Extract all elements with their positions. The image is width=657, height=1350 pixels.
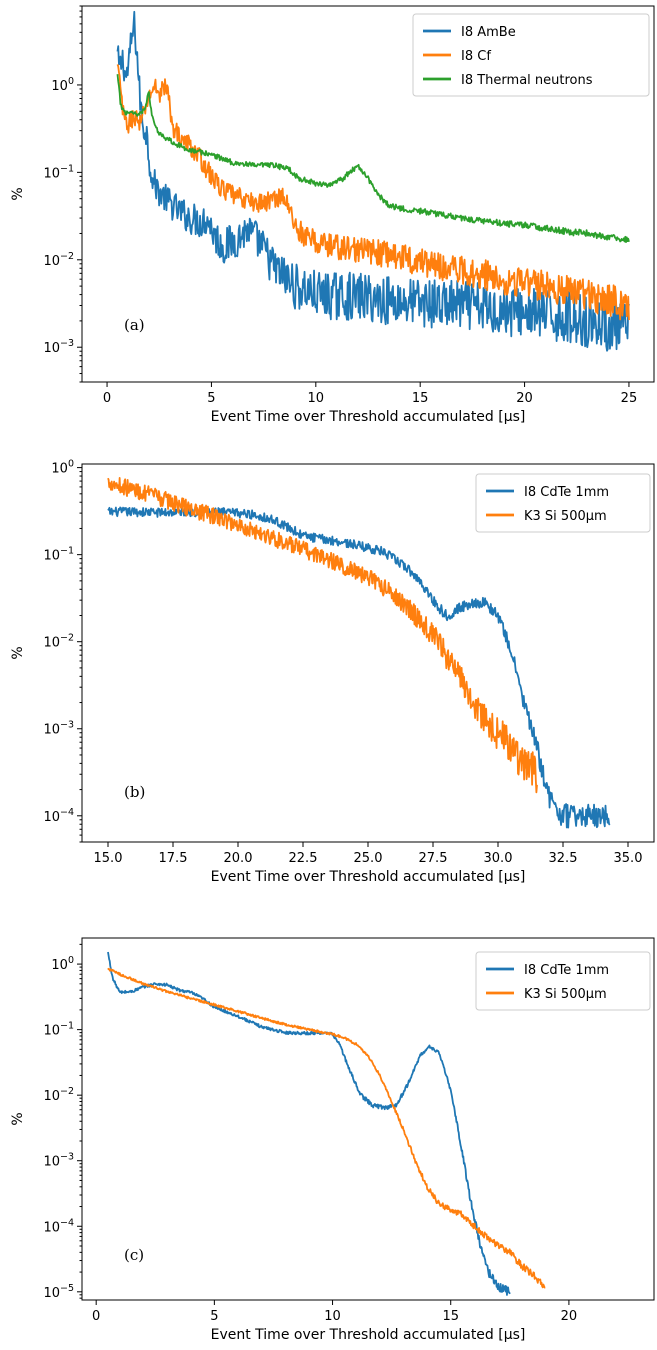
x-tick-label: 15 xyxy=(442,1309,459,1324)
chart-panel-1: 0 5 10 15 20 25 10−3 10−2 10−1 100 Event Time over… xyxy=(10,5,655,425)
x-tick-label: 20 xyxy=(561,1309,578,1324)
y-axis-label: % xyxy=(10,1112,26,1125)
panel-label: (b) xyxy=(124,783,145,801)
legend-box xyxy=(412,13,650,97)
y-tick-label: 10−5 xyxy=(43,1283,74,1301)
series-line-2 xyxy=(107,477,538,794)
legend: I8 AmBe I8 Cf I8 Thermal neutrons xyxy=(412,13,650,97)
x-tick-label: 0 xyxy=(103,391,111,406)
y-tick-label: 10−1 xyxy=(43,546,74,564)
x-tick-label: 27.5 xyxy=(419,851,448,866)
plot-area xyxy=(107,951,546,1296)
x-tick-label: 20 xyxy=(516,391,533,406)
y-tick-label: 10−2 xyxy=(43,1086,74,1104)
legend-entry: K3 Si 500μm xyxy=(524,987,607,1002)
x-tick-label: 17.5 xyxy=(159,851,188,866)
y-tick-label: 10−4 xyxy=(43,807,74,825)
x-tick-label: 20.0 xyxy=(224,851,253,866)
legend-box xyxy=(475,951,651,1011)
y-tick-label: 10−2 xyxy=(43,633,74,651)
x-tick-label: 5 xyxy=(210,1309,218,1324)
legend-entry: K3 Si 500μm xyxy=(524,509,607,524)
x-tick-label: 32.5 xyxy=(549,851,578,866)
x-tick-label: 10 xyxy=(324,1309,341,1324)
series-line-1 xyxy=(116,10,630,352)
legend: I8 CdTe 1mm K3 Si 500μm xyxy=(475,473,651,533)
y-tick-label: 10−3 xyxy=(43,720,74,738)
series-line-2 xyxy=(116,64,630,321)
y-tick-label: 10−4 xyxy=(43,1217,74,1235)
axes-frame xyxy=(81,5,655,383)
panel-label: (c) xyxy=(124,1246,144,1264)
y-tick-label: 10−1 xyxy=(43,163,74,181)
chart-panel-3: 0 5 10 15 20 10−5 10−4 10−3 10−2 10−1 100 Event Tim… xyxy=(10,937,655,1343)
x-tick-label: 10 xyxy=(308,391,325,406)
series-line-1 xyxy=(107,506,611,829)
x-tick-label: 30.0 xyxy=(484,851,513,866)
legend-entry: I8 AmBe xyxy=(461,25,516,40)
legend-entry: I8 CdTe 1mm xyxy=(524,485,609,500)
x-tick-label: 35.0 xyxy=(614,851,643,866)
plot-area xyxy=(107,477,611,829)
y-tick-label: 100 xyxy=(51,955,74,973)
series-line-1 xyxy=(107,951,511,1296)
legend-entry: I8 Thermal neutrons xyxy=(461,73,593,88)
y-axis-label: % xyxy=(10,187,26,200)
y-tick-label: 100 xyxy=(51,76,74,94)
series-line-3 xyxy=(116,74,630,243)
x-tick-label: 15.0 xyxy=(94,851,123,866)
x-axis-label: Event Time over Threshold accumulated [μ… xyxy=(211,409,526,425)
y-tick-label: 100 xyxy=(51,459,74,477)
x-axis-label: Event Time over Threshold accumulated [μ… xyxy=(211,869,526,885)
legend: I8 CdTe 1mm K3 Si 500μm xyxy=(475,951,651,1011)
panel-label: (a) xyxy=(124,316,145,334)
x-tick-label: 22.5 xyxy=(289,851,318,866)
x-tick-label: 0 xyxy=(92,1309,100,1324)
y-axis-label: % xyxy=(10,646,26,659)
x-axis-label: Event Time over Threshold accumulated [μ… xyxy=(211,1327,526,1343)
y-tick-label: 10−3 xyxy=(43,338,74,356)
chart-panel-2: 15.0 17.5 20.0 22.5 25.0 27.5 30.0 32.5 35.0 10−4… xyxy=(10,459,655,885)
x-tick-label: 15 xyxy=(412,391,429,406)
series-line-2 xyxy=(107,967,546,1289)
x-tick-label: 5 xyxy=(207,391,215,406)
legend-entry: I8 Cf xyxy=(461,49,491,64)
plot-area xyxy=(116,10,630,352)
axes-frame xyxy=(81,937,655,1301)
legend-box xyxy=(475,473,651,533)
x-tick-label: 25.0 xyxy=(354,851,383,866)
y-tick-label: 10−2 xyxy=(43,251,74,269)
y-tick-label: 10−1 xyxy=(43,1021,74,1039)
x-tick-label: 25 xyxy=(621,391,638,406)
y-tick-label: 10−3 xyxy=(43,1152,74,1170)
legend-entry: I8 CdTe 1mm xyxy=(524,963,609,978)
